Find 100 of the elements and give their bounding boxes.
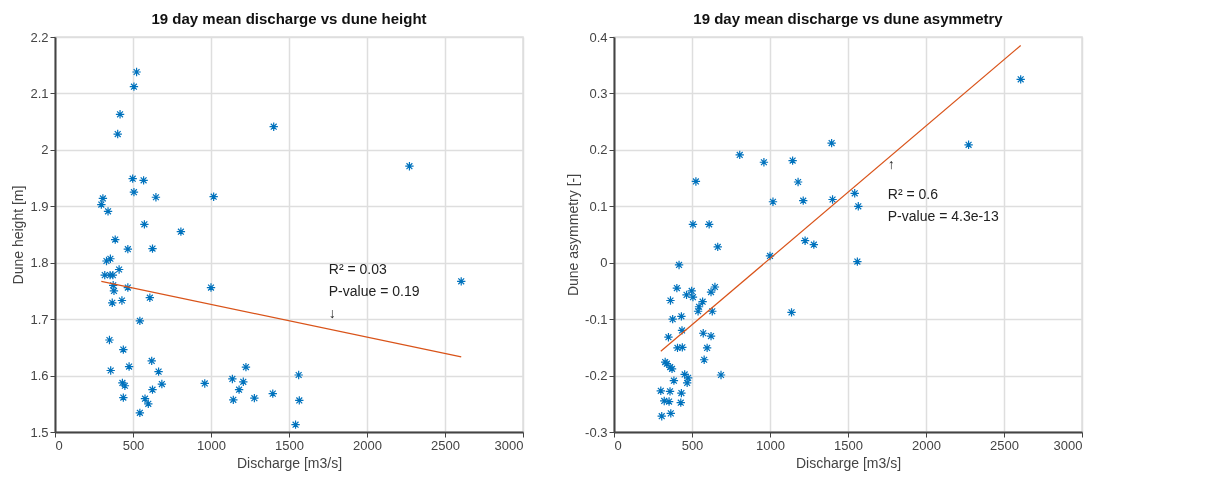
point — [665, 295, 676, 306]
point — [669, 375, 679, 386]
point — [147, 243, 158, 254]
x-tick-label: 0 — [55, 437, 63, 453]
y-tick-label: 0.4 — [589, 29, 608, 45]
point — [826, 138, 837, 148]
point — [228, 395, 239, 405]
x-tick-label: 2000 — [353, 437, 382, 453]
y-tick-label: 0.1 — [589, 198, 608, 214]
point — [676, 388, 687, 398]
point — [688, 219, 698, 230]
point — [683, 373, 693, 383]
chart-title: 19 day mean discharge vs dune height — [151, 10, 427, 27]
y-tick-label: 2 — [41, 142, 49, 158]
x-tick-label: 500 — [681, 437, 704, 453]
point — [691, 176, 701, 187]
point — [674, 260, 684, 270]
point — [135, 316, 145, 326]
y-axis-title: Dune height [m] — [10, 185, 27, 285]
point — [456, 276, 467, 287]
point — [238, 377, 249, 387]
point — [294, 395, 305, 406]
point — [702, 343, 712, 353]
point — [672, 283, 682, 293]
point — [675, 397, 686, 408]
point — [853, 201, 864, 212]
annotation: P-value = 0.19 — [328, 282, 420, 299]
x-tick-label: 1500 — [834, 437, 863, 453]
point — [206, 282, 216, 293]
x-tick-label: 1000 — [197, 437, 226, 453]
x-tick-label: 500 — [122, 437, 145, 453]
point — [147, 384, 158, 395]
point — [143, 399, 154, 409]
point — [852, 256, 863, 267]
point — [694, 301, 704, 312]
point — [664, 396, 674, 407]
point — [129, 187, 139, 197]
point — [665, 386, 675, 397]
point — [704, 219, 714, 230]
point — [693, 306, 703, 317]
point — [787, 155, 798, 166]
point — [96, 199, 107, 210]
point — [145, 292, 155, 303]
point — [157, 379, 167, 389]
y-tick-label: 2.2 — [30, 29, 49, 45]
point — [249, 393, 260, 403]
point — [759, 157, 769, 168]
point — [139, 219, 150, 230]
point — [241, 362, 251, 372]
chart-title: 19 day mean discharge vs dune asymmetry — [693, 10, 1004, 27]
point — [127, 173, 138, 184]
y-tick-label: 0.3 — [589, 85, 608, 101]
point — [176, 226, 186, 237]
y-tick-label: -0.2 — [585, 368, 608, 384]
point — [108, 280, 118, 291]
y-tick-label: 0.2 — [589, 142, 608, 158]
x-tick-label: 2000 — [912, 437, 941, 453]
point — [129, 81, 139, 92]
x-tick-label: 2500 — [990, 437, 1019, 453]
y-tick-label: 1.7 — [30, 311, 49, 327]
point — [234, 384, 244, 395]
annotation: ↑ — [887, 156, 895, 173]
point — [112, 129, 123, 139]
point — [688, 292, 698, 302]
point — [146, 356, 157, 366]
point — [404, 161, 415, 171]
point — [734, 150, 745, 160]
point — [707, 306, 718, 317]
x-tick-label: 3000 — [494, 437, 524, 453]
point — [849, 188, 860, 199]
point — [706, 331, 716, 341]
point — [699, 354, 709, 365]
annotation: R² = 0.6 — [887, 186, 939, 202]
point — [123, 244, 133, 254]
x-tick-label: 2500 — [431, 437, 460, 453]
point — [682, 378, 692, 388]
x-tick-label: 1000 — [756, 437, 785, 453]
point — [124, 361, 134, 372]
point — [698, 328, 709, 339]
point — [110, 234, 120, 245]
point — [138, 175, 149, 186]
point — [105, 365, 116, 376]
x-tick-label: 3000 — [1053, 437, 1083, 453]
y-tick-label: 1.8 — [30, 255, 49, 271]
point — [140, 393, 150, 404]
point — [786, 307, 797, 318]
point — [798, 195, 809, 206]
point — [290, 419, 301, 430]
y-tick-label: 0 — [600, 255, 608, 271]
point — [115, 109, 125, 120]
point — [123, 282, 133, 293]
point — [793, 177, 803, 187]
x-tick-label: 1500 — [275, 437, 304, 453]
point — [800, 235, 810, 246]
point — [963, 140, 974, 150]
point — [809, 239, 819, 250]
point — [710, 282, 720, 292]
point — [151, 192, 161, 203]
annotation: P-value = 4.3e-13 — [887, 207, 999, 224]
point — [98, 193, 108, 204]
